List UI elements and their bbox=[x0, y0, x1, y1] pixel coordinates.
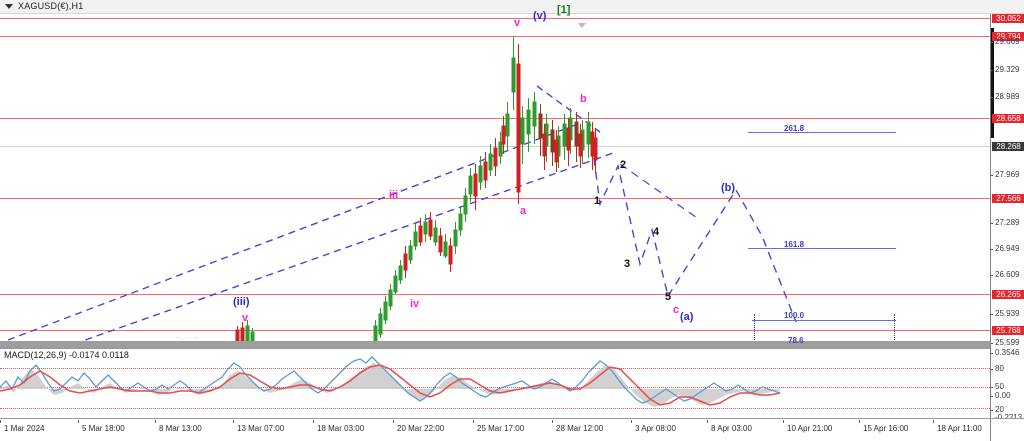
macd-tick-zero: 0.00 bbox=[991, 391, 1011, 400]
macd-tick-20: 20 bbox=[991, 405, 1004, 414]
fib-vertical-left bbox=[754, 314, 755, 345]
price-badge-26265: 26.265 bbox=[992, 290, 1024, 299]
price-level-line-28658 bbox=[0, 118, 990, 119]
time-scale[interactable]: 1 Mar 2024 5 Mar 18:00 8 Mar 13:00 13 Ma… bbox=[0, 418, 990, 441]
time-scale-corner bbox=[990, 418, 1024, 441]
time-tick-5: 20 Mar 22:00 bbox=[392, 420, 445, 433]
time-tick-3: 13 Mar 07:00 bbox=[232, 420, 285, 433]
price-badge-30052: 30.052 bbox=[992, 14, 1024, 23]
time-tick-7: 28 Mar 12:00 bbox=[551, 420, 604, 433]
time-tick-6: 25 Mar 17:00 bbox=[472, 420, 525, 433]
macd-gridline-mid bbox=[0, 387, 990, 388]
price-tick-26949: 26.949 bbox=[991, 244, 1019, 253]
pane-collapse-arrow-icon[interactable] bbox=[578, 23, 586, 28]
time-tick-9: 8 Apr 03:00 bbox=[707, 420, 752, 433]
wave-label-a: a bbox=[520, 205, 527, 217]
time-tick-2: 8 Mar 13:00 bbox=[155, 420, 202, 433]
ghost-dots-left: · · · bbox=[176, 332, 200, 342]
time-tick-4: 18 Mar 03:00 bbox=[312, 420, 365, 433]
macd-label: MACD(12,26,9) -0.0174 0.0118 bbox=[4, 350, 129, 360]
symbol-bar: XAGUSD(€),H1 bbox=[0, 0, 1024, 14]
macd-indicator-pane[interactable]: MACD(12,26,9) -0.0174 0.0118 bbox=[0, 347, 990, 418]
price-level-line-27566 bbox=[0, 198, 990, 199]
price-level-line-29794 bbox=[0, 36, 990, 37]
ghost-dots-mid: · bbox=[370, 332, 375, 342]
wave-label-1-primary: [1] bbox=[557, 4, 571, 16]
wave-label-v-intermediate: (v) bbox=[533, 10, 547, 22]
time-tick-8: 3 Apr 08:00 bbox=[631, 420, 676, 433]
macd-gridline-upper bbox=[0, 368, 990, 369]
wave-label-v-minor: v bbox=[514, 17, 521, 29]
wave-label-5: 5 bbox=[665, 291, 672, 303]
chart-drawing-overlay bbox=[7, 36, 797, 345]
price-tick-27969: 27.969 bbox=[991, 170, 1019, 179]
macd-gridline-lower bbox=[0, 408, 990, 409]
price-tick-29329: 29.329 bbox=[991, 65, 1019, 74]
price-level-line-28268 bbox=[0, 146, 990, 147]
macd-tick-50: 50 bbox=[991, 382, 1004, 391]
wave-label-v-left: v bbox=[242, 312, 249, 324]
pane-divider bbox=[0, 341, 990, 347]
price-tick-27289: 27.289 bbox=[991, 218, 1019, 227]
wave-label-1: 1 bbox=[594, 195, 601, 207]
price-scale-cursor bbox=[991, 28, 994, 138]
time-tick-10: 10 Apr 21:00 bbox=[782, 420, 833, 433]
symbol-label: XAGUSD(€),H1 bbox=[18, 1, 84, 11]
time-tick-12: 18 Apr 11:00 bbox=[933, 420, 982, 433]
wave-label-4: 4 bbox=[653, 226, 660, 238]
time-tick-11: 15 Apr 16:00 bbox=[858, 420, 909, 433]
macd-tick-top: 0.3546 bbox=[991, 348, 1019, 357]
macd-tick-80: 80 bbox=[991, 364, 1004, 373]
price-level-line-25768 bbox=[0, 330, 990, 331]
fib-line-161-8 bbox=[748, 248, 896, 249]
price-tick-26609: 26.609 bbox=[991, 270, 1019, 279]
price-scale[interactable]: 30.052 29.794 29.669 29.329 28.989 28.65… bbox=[990, 14, 1024, 422]
price-chart-pane[interactable] bbox=[0, 14, 990, 345]
wave-label-iii-intermediate: (iii) bbox=[233, 296, 250, 308]
price-badge-29794: 29.794 bbox=[992, 32, 1024, 41]
price-badge-27566: 27.566 bbox=[992, 194, 1024, 203]
wave-label-2: 2 bbox=[620, 159, 627, 171]
wave-label-b-intermediate: (b) bbox=[721, 182, 736, 194]
price-tick-25939: 25.939 bbox=[991, 309, 1019, 318]
fib-label-100-0: 100.0 bbox=[784, 311, 805, 320]
wave-label-3: 3 bbox=[624, 258, 631, 270]
chevron-down-icon[interactable] bbox=[5, 4, 13, 9]
fib-line-261-8 bbox=[748, 132, 896, 133]
wave-label-a-intermediate: (a) bbox=[680, 311, 694, 323]
fib-label-78-6: 78.6 bbox=[788, 336, 804, 345]
price-level-line-26265 bbox=[0, 294, 990, 295]
price-badge-28658: 28.658 bbox=[992, 114, 1024, 123]
wave-label-iii: iii bbox=[389, 189, 399, 201]
current-price-badge: 28.268 bbox=[992, 142, 1024, 151]
fib-vertical-right bbox=[894, 314, 895, 345]
price-tick-28989: 28.989 bbox=[991, 92, 1019, 101]
time-tick-0: 1 Mar 2024 bbox=[0, 420, 45, 433]
fib-label-161-8: 161.8 bbox=[784, 240, 805, 249]
price-tick-29669: 29.669 bbox=[991, 37, 1019, 46]
fib-line-100-0 bbox=[752, 320, 896, 321]
wave-label-iv: iv bbox=[410, 298, 420, 310]
wave-label-b: b bbox=[580, 93, 587, 105]
wave-label-c: c bbox=[673, 304, 680, 316]
price-level-line-30052 bbox=[0, 18, 990, 19]
price-tick-25599: 25.599 bbox=[991, 338, 1019, 347]
fib-label-261-8: 261.8 bbox=[784, 124, 805, 133]
price-badge-25768: 25.768 bbox=[992, 326, 1024, 335]
time-tick-1: 5 Mar 18:00 bbox=[78, 420, 125, 433]
